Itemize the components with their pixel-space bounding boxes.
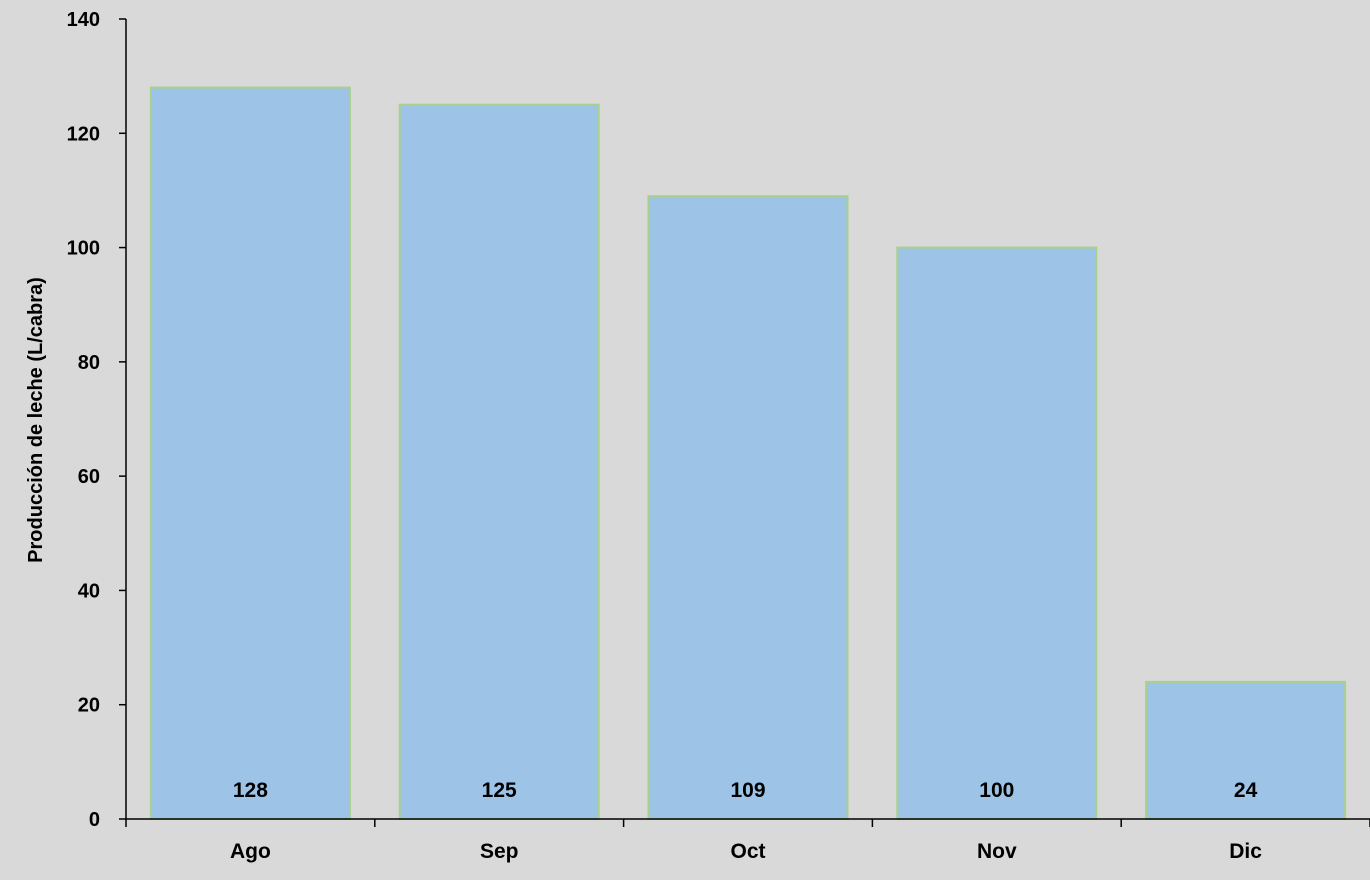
y-tick-label-120: 120 — [67, 123, 100, 145]
data-label-oct: 109 — [730, 779, 765, 802]
data-label-sep: 125 — [482, 779, 517, 802]
x-tick-label-nov: Nov — [977, 840, 1017, 863]
data-labels-layer: 128 125 109 100 24 — [233, 779, 1258, 802]
x-tick-label-oct: Oct — [730, 840, 765, 863]
bar-sep — [398, 103, 600, 820]
y-axis-title: Producción de leche (L/cabra) — [25, 277, 47, 563]
data-label-dic: 24 — [1234, 779, 1258, 802]
axes-layer — [119, 18, 1370, 827]
data-label-nov: 100 — [979, 779, 1014, 802]
x-tick-label-dic: Dic — [1229, 840, 1262, 863]
bar-nov — [896, 246, 1098, 821]
ticks-layer: Ago Sep Oct Nov Dic 0 20 40 60 80 100 120 140 — [67, 9, 1263, 863]
y-tick-label-100: 100 — [67, 238, 100, 260]
y-tick-label-60: 60 — [78, 466, 100, 488]
x-tick-label-sep: Sep — [480, 840, 519, 863]
y-tick-label-80: 80 — [78, 352, 100, 374]
y-tick-label-40: 40 — [78, 580, 100, 602]
x-tick-label-ago: Ago — [230, 840, 271, 863]
y-tick-label-20: 20 — [78, 695, 100, 717]
bar-dic — [1145, 680, 1347, 820]
y-tick-label-0: 0 — [89, 809, 100, 831]
data-label-ago: 128 — [233, 779, 268, 802]
bars-layer — [149, 86, 1347, 821]
bar-ago — [149, 86, 351, 821]
bar-oct — [647, 195, 849, 820]
y-tick-label-140: 140 — [67, 9, 100, 31]
